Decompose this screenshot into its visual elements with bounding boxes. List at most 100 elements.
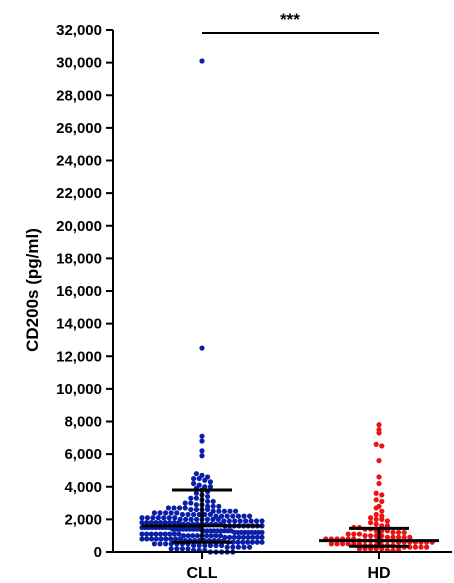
- cll-data-point: [193, 516, 200, 522]
- cll-data-point: [199, 433, 205, 439]
- cll-data-point: [144, 520, 150, 526]
- cll-data-point: [240, 539, 246, 545]
- cll-data-point: [217, 533, 224, 539]
- cll-data-point: [161, 515, 167, 521]
- cll-data-point: [149, 536, 155, 542]
- cll-data-point: [185, 511, 191, 518]
- series-cll-points: [139, 58, 265, 555]
- cll-data-point: [191, 480, 197, 487]
- hd-data-point: [376, 422, 382, 428]
- cll-data-point: [151, 510, 157, 516]
- cll-data-point: [215, 516, 221, 522]
- y-tick-label: 4,000: [64, 479, 102, 496]
- cll-data-point: [155, 515, 161, 521]
- hd-data-point: [424, 544, 430, 550]
- y-tick-label: 22,000: [56, 185, 102, 202]
- cll-data-point: [245, 534, 251, 540]
- cll-data-point: [153, 536, 159, 542]
- hd-data-point: [376, 474, 382, 480]
- cll-data-point: [171, 505, 177, 511]
- cll-data-point: [179, 546, 185, 552]
- cll-data-point: [180, 533, 187, 539]
- cll-data-point: [247, 513, 253, 519]
- cll-data-point: [259, 529, 265, 536]
- cll-data-point: [172, 515, 178, 521]
- cll-data-point: [233, 508, 239, 514]
- cll-data-point: [259, 534, 265, 540]
- hd-data-point: [368, 515, 374, 521]
- hd-data-point: [376, 430, 382, 436]
- cll-data-point: [153, 531, 159, 537]
- cll-data-point: [199, 453, 205, 459]
- cll-data-point: [254, 539, 260, 545]
- cll-data-point: [237, 518, 243, 524]
- cll-data-point: [165, 505, 171, 511]
- cll-data-point: [205, 493, 211, 500]
- hd-data-point: [351, 531, 357, 537]
- y-axis-title: CD200s (pg/ml): [23, 228, 42, 352]
- x-category-label: HD: [367, 565, 390, 582]
- cll-data-point: [241, 513, 247, 519]
- cll-data-point: [235, 544, 241, 550]
- cll-data-point: [157, 520, 164, 526]
- y-tick-label: 8,000: [64, 414, 102, 431]
- cll-data-point: [221, 518, 227, 524]
- cll-data-point: [207, 542, 213, 549]
- hd-data-point: [373, 490, 379, 496]
- cll-data-point: [171, 520, 177, 526]
- cll-data-point: [153, 520, 159, 526]
- cll-data-point: [185, 546, 191, 552]
- cll-data-point: [207, 479, 213, 485]
- cll-data-point: [188, 506, 194, 513]
- y-tick-label: 0: [94, 544, 102, 561]
- cll-data-point: [249, 539, 255, 545]
- cll-data-point: [157, 541, 163, 547]
- cll-data-point: [254, 534, 260, 540]
- hd-data-point: [373, 511, 379, 518]
- cll-data-point: [210, 498, 216, 505]
- y-axis-ticks: 0 2,000 4,000 6,000 8,000 10,000 12,000 14,000 1…: [56, 22, 113, 561]
- hd-data-point: [407, 534, 413, 540]
- cll-data-point: [196, 542, 202, 549]
- cll-data-point: [210, 503, 216, 509]
- hd-data-point: [418, 544, 424, 550]
- cll-data-point: [162, 520, 168, 526]
- hd-data-point: [379, 492, 385, 498]
- cll-data-point: [139, 536, 145, 542]
- cll-data-point: [196, 511, 202, 518]
- cll-data-point: [144, 531, 150, 537]
- hd-data-point: [373, 505, 379, 511]
- hd-data-point: [356, 531, 362, 537]
- cll-data-point: [213, 542, 219, 549]
- cll-data-point: [188, 516, 194, 522]
- hd-data-point: [373, 521, 379, 527]
- cll-data-point: [166, 515, 172, 521]
- cll-data-point: [199, 438, 205, 444]
- cll-data-point: [185, 533, 191, 539]
- cll-data-point: [221, 508, 227, 514]
- cll-data-point: [174, 546, 180, 552]
- cll-data-point: [191, 511, 197, 518]
- significance-label: ***: [280, 10, 300, 29]
- cll-data-point: [196, 475, 202, 482]
- cll-data-point: [173, 536, 179, 542]
- cll-data-point: [202, 477, 208, 483]
- cll-data-point: [167, 520, 173, 526]
- y-tick-label: 18,000: [56, 250, 102, 267]
- cll-data-point: [235, 539, 241, 545]
- cll-data-point: [150, 515, 156, 521]
- hd-data-point: [412, 544, 418, 550]
- hd-data-point: [396, 534, 402, 540]
- cll-data-point: [208, 533, 214, 539]
- y-tick-label: 32,000: [56, 22, 102, 39]
- cll-data-point: [219, 542, 225, 549]
- hd-data-point: [384, 518, 390, 524]
- cll-data-point: [163, 536, 169, 542]
- cll-data-point: [193, 471, 199, 477]
- cll-data-point: [247, 544, 253, 550]
- y-tick-label: 6,000: [64, 446, 102, 463]
- y-tick-label: 16,000: [56, 283, 102, 300]
- cll-data-point: [232, 518, 238, 524]
- cll-data-point: [188, 495, 194, 501]
